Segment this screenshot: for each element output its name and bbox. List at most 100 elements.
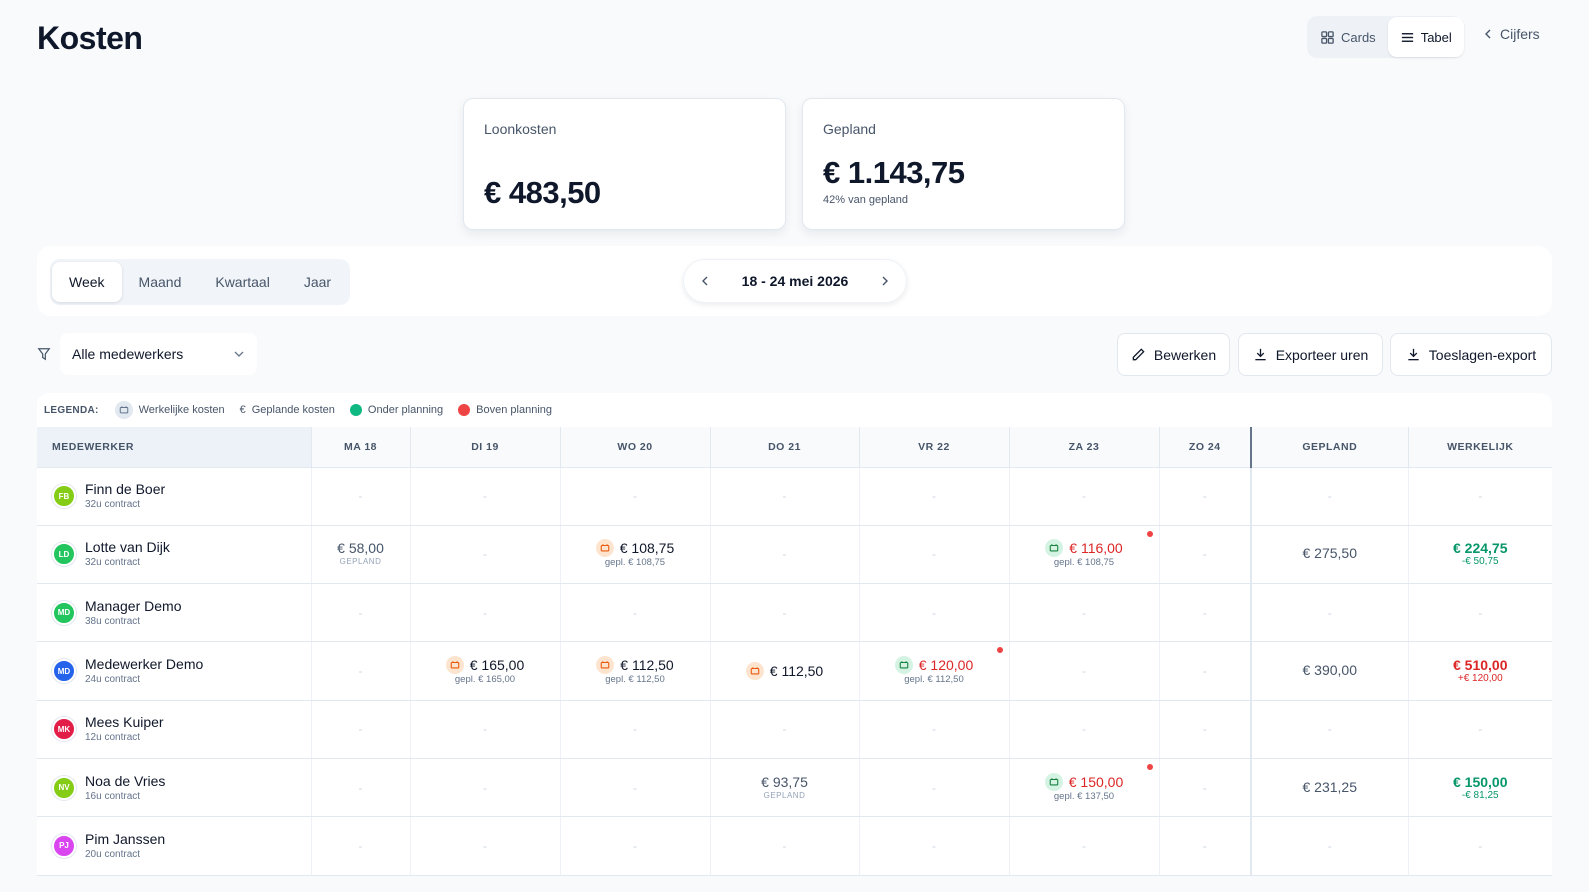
day-cell[interactable]: - [409,583,560,643]
table-row[interactable]: MD Manager Demo 38u contract - - - - - - - - - [37,583,1552,643]
previous-period-button[interactable] [698,274,712,288]
employee-contract: 32u contract [85,499,141,511]
export-hours-button[interactable]: Exporteer uren [1238,333,1383,376]
euro-icon: € [239,404,246,416]
edit-button[interactable]: Bewerken [1117,333,1230,376]
avatar: NV [52,775,76,800]
column-header[interactable]: MEDEWERKER [37,427,311,468]
stat-card-loonkosten: Loonkosten € 483,50 [463,98,786,230]
employee-cell[interactable]: FB Finn de Boer 32u contract [37,467,311,526]
wallet-icon [745,661,764,680]
back-to-cijfers-link[interactable]: Cijfers [1482,26,1540,42]
day-cell[interactable]: - [709,583,859,643]
tab-maand[interactable]: Maand [138,274,182,290]
stat-value: € 483,50 [484,175,601,210]
day-cell[interactable]: € 120,00 gepl. € 112,50 [858,641,1009,701]
employee-cell[interactable]: MD Manager Demo 38u contract [37,583,311,643]
day-cell[interactable]: - [409,816,560,876]
day-cell[interactable]: - [409,758,560,818]
table-row[interactable]: MD Medewerker Demo 24u contract - € 165,00 ge… [37,641,1552,701]
employee-cell[interactable]: PJ Pim Janssen 20u contract [37,816,311,876]
day-cell[interactable]: - [310,467,410,526]
next-period-button[interactable] [878,274,892,288]
stat-label: Loonkosten [484,121,557,137]
day-cell[interactable]: € 116,00 gepl. € 108,75 [1008,525,1159,585]
cijfers-label: Cijfers [1500,26,1540,42]
tab-week[interactable]: Week [52,262,122,302]
day-cell[interactable]: - [409,525,560,585]
empty-value: - [1082,838,1086,853]
surcharges-export-button[interactable]: Toeslagen-export [1390,333,1552,376]
tab-jaar[interactable]: Jaar [303,274,332,290]
day-cell[interactable]: - [559,758,710,818]
day-cell[interactable]: € 112,50 gepl. € 112,50 [559,641,710,701]
date-navigator: 18 - 24 mei 2026 [683,259,907,303]
day-cell[interactable]: - [858,467,1009,526]
table-view-button[interactable]: Tabel [1387,17,1464,57]
day-cell[interactable]: - [559,816,710,876]
day-cell[interactable]: - [709,816,859,876]
empty-value: - [483,780,487,795]
day-cell[interactable]: - [1158,641,1251,701]
day-cell[interactable]: - [858,816,1009,876]
day-cell[interactable]: - [310,583,410,643]
cards-view-label: Cards [1341,29,1376,45]
day-cell[interactable]: - [1158,758,1251,818]
day-cell[interactable]: - [409,467,560,526]
day-cell[interactable]: - [1008,700,1159,759]
day-cell[interactable]: € 58,00 GEPLAND [310,525,410,585]
table-row[interactable]: LD Lotte van Dijk 32u contract € 58,00 GEPLA… [37,525,1552,585]
empty-value: - [932,489,936,504]
table-row[interactable]: MK Mees Kuiper 12u contract - - - - - - - - - [37,700,1552,759]
day-cell[interactable]: - [709,467,859,526]
empty-value: - [782,722,787,737]
stat-value: € 1.143,75 [823,155,965,190]
day-cell[interactable]: - [310,816,410,876]
employee-cell[interactable]: LD Lotte van Dijk 32u contract [37,525,311,585]
day-cell[interactable]: - [1008,467,1159,526]
day-cell[interactable]: - [709,700,859,759]
employee-cell[interactable]: MD Medewerker Demo 24u contract [37,641,311,701]
employee-cell[interactable]: NV Noa de Vries 16u contract [37,758,311,818]
empty-value: - [358,489,363,504]
actual-total-cell: - [1407,583,1552,643]
day-cell[interactable]: € 108,75 gepl. € 108,75 [559,525,710,585]
day-cell[interactable]: € 150,00 gepl. € 137,50 [1008,758,1159,818]
day-cell[interactable]: - [709,525,859,585]
day-cell[interactable]: - [1158,467,1251,526]
day-cell[interactable]: - [559,700,710,759]
empty-value: - [1082,489,1086,504]
employee-cell[interactable]: MK Mees Kuiper 12u contract [37,700,311,759]
day-cell[interactable]: - [559,583,710,643]
cards-view-button[interactable]: Cards [1308,17,1388,57]
tab-kwartaal[interactable]: Kwartaal [215,274,270,290]
day-cell[interactable]: - [1158,700,1251,759]
empty-value: - [1202,664,1207,679]
table-row[interactable]: NV Noa de Vries 16u contract - - - € 93,75 GEPL… [37,758,1552,818]
list-icon [1401,32,1413,42]
day-cell[interactable]: € 165,00 gepl. € 165,00 [409,641,560,701]
day-cell[interactable]: - [858,583,1009,643]
day-cell[interactable]: - [858,758,1009,818]
table-row[interactable]: FB Finn de Boer 32u contract - - - - - - - - - [37,467,1552,526]
day-cell[interactable]: - [310,700,410,759]
day-cell[interactable]: - [1008,816,1159,876]
day-cell[interactable]: - [559,467,710,526]
legend-label: Boven planning [476,404,552,416]
table-row[interactable]: PJ Pim Janssen 20u contract - - - - - - - - - [37,816,1552,876]
day-cell[interactable]: - [310,758,410,818]
day-cell[interactable]: - [858,700,1009,759]
day-cell[interactable]: - [310,641,410,701]
day-cell[interactable]: - [1158,525,1251,585]
day-cell[interactable]: - [1008,641,1159,701]
day-cell[interactable]: € 93,75 GEPLAND [709,758,859,818]
day-cell[interactable]: - [1158,816,1251,876]
empty-value: - [932,605,936,620]
day-cell[interactable]: - [1158,583,1251,643]
empty-value: - [358,780,363,795]
employee-filter-select[interactable]: Alle medewerkers [60,333,257,375]
day-cell[interactable]: - [1008,583,1159,643]
day-cell[interactable]: - [409,700,560,759]
day-cell[interactable]: € 112,50 [709,641,859,701]
day-cell[interactable]: - [858,525,1009,585]
